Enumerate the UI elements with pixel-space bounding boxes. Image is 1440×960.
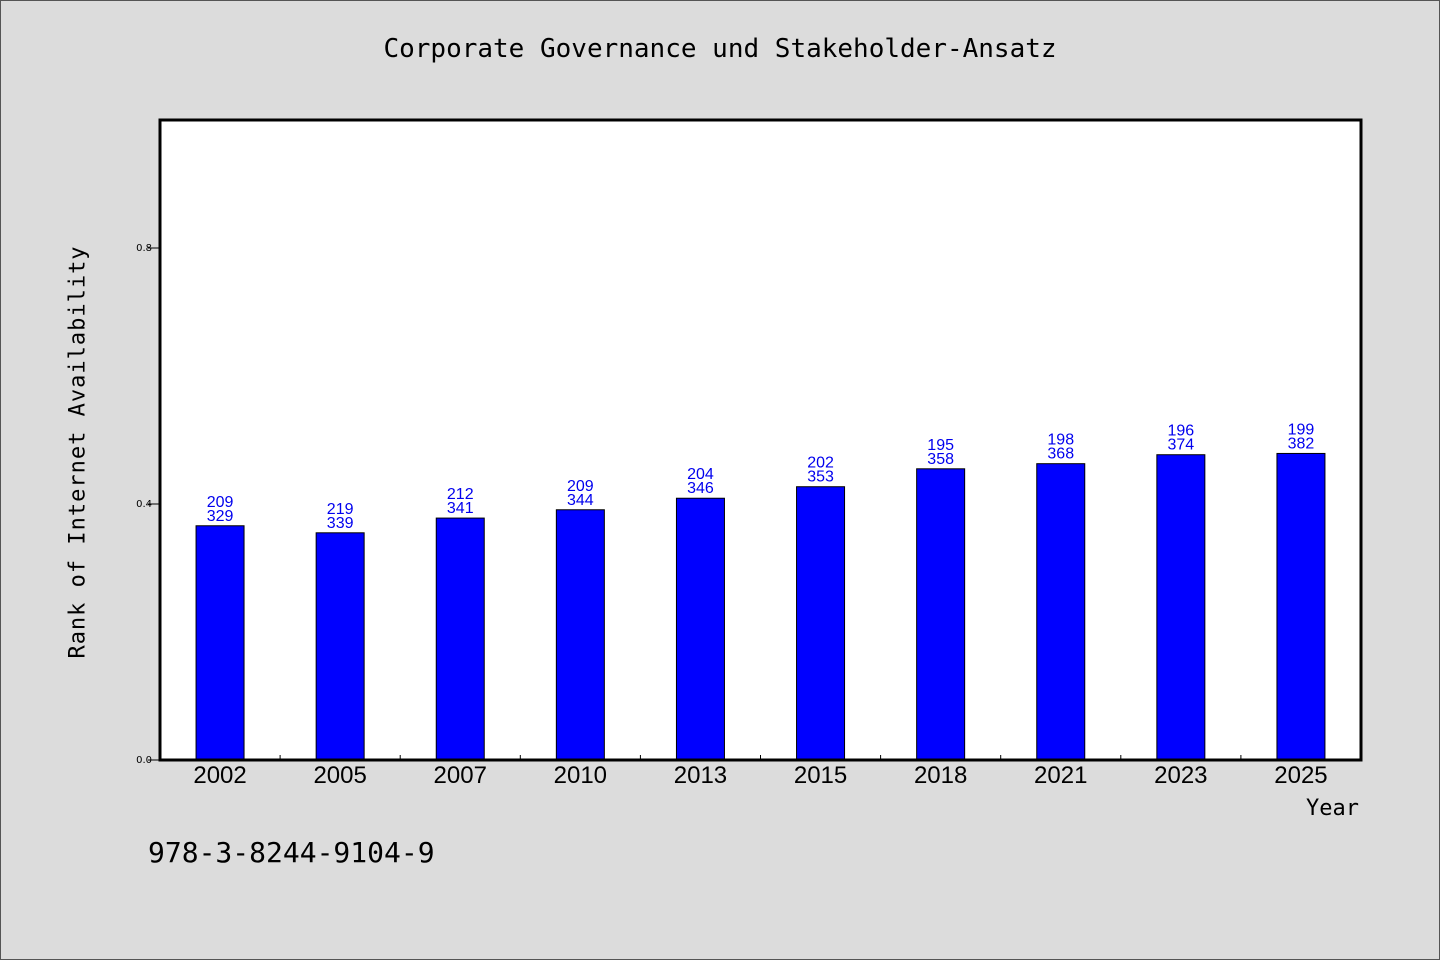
- plot-frame: [158, 118, 1363, 762]
- bar: [555, 509, 605, 761]
- data-label-top: 209: [207, 494, 234, 511]
- bar: [916, 468, 966, 761]
- data-label-bottom: 368: [1047, 446, 1074, 463]
- data-label-top: 196: [1167, 423, 1194, 440]
- bar: [675, 497, 725, 761]
- bar: [796, 486, 846, 761]
- data-label-bottom: 353: [807, 469, 834, 486]
- data-label-top: 202: [807, 455, 834, 472]
- x-tick-label: 2005: [313, 762, 366, 789]
- data-label-bottom: 358: [927, 451, 954, 468]
- bar: [195, 525, 245, 761]
- bar: [1036, 463, 1086, 761]
- data-label-top: 195: [927, 437, 954, 454]
- bar: [1276, 452, 1326, 761]
- x-tick-label: 2025: [1274, 762, 1327, 789]
- data-label-top: 199: [1288, 421, 1315, 438]
- data-label-top: 204: [687, 466, 714, 483]
- data-label-top: 219: [327, 501, 354, 518]
- x-tick-label: 2015: [794, 762, 847, 789]
- data-label-bottom: 346: [687, 480, 714, 497]
- data-label-bottom: 344: [567, 492, 594, 509]
- data-label-top: 209: [567, 478, 594, 495]
- bar: [315, 532, 365, 761]
- bar: [1156, 454, 1206, 761]
- isbn-text: 978-3-8244-9104-9: [148, 836, 435, 869]
- data-label-bottom: 339: [327, 515, 354, 532]
- x-tick-label: 2013: [674, 762, 727, 789]
- x-tick-label: 2023: [1154, 762, 1207, 789]
- y-tick-label: 0.8: [136, 243, 152, 254]
- data-label-bottom: 341: [447, 500, 474, 517]
- y-tick-label: 0.0: [136, 755, 152, 766]
- data-label-bottom: 382: [1288, 435, 1315, 452]
- data-label-top: 212: [447, 486, 474, 503]
- x-tick-label: 2007: [434, 762, 487, 789]
- x-tick-label: 2021: [1034, 762, 1087, 789]
- bar: [435, 517, 485, 761]
- y-tick-label: 0.4: [136, 499, 152, 510]
- x-axis-label: Year: [1306, 796, 1359, 821]
- data-label-bottom: 329: [207, 508, 234, 525]
- x-tick-label: 2010: [554, 762, 607, 789]
- x-tick-label: 2018: [914, 762, 967, 789]
- x-tick-label: 2002: [193, 762, 246, 789]
- data-label-bottom: 374: [1167, 437, 1194, 454]
- chart-title: Corporate Governance und Stakeholder-Ans…: [383, 34, 1057, 64]
- data-label-top: 198: [1047, 432, 1074, 449]
